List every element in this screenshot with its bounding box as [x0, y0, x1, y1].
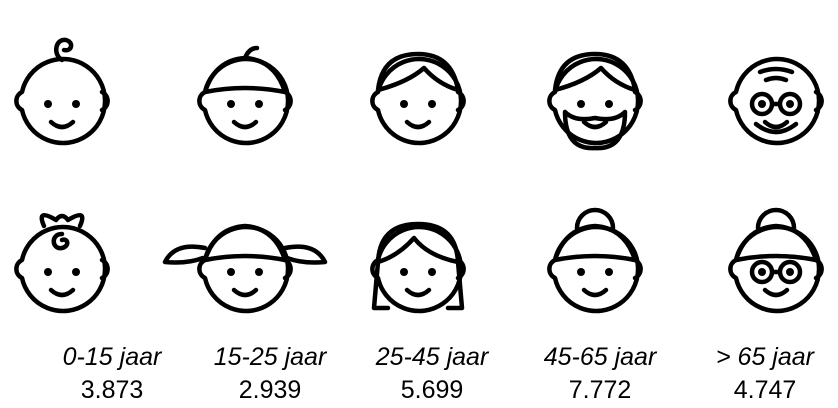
age-label: > 65 jaar	[716, 343, 816, 371]
count: 5.699	[401, 376, 464, 404]
face-icon	[372, 224, 463, 311]
face-icon	[372, 54, 463, 143]
age-label: 0-15 jaar	[63, 343, 163, 371]
count: 3.873	[81, 376, 144, 404]
face-icon	[730, 210, 821, 311]
count: 2.939	[239, 376, 302, 404]
count: 4.747	[734, 376, 797, 404]
face-icon	[199, 48, 290, 143]
faces	[16, 40, 821, 311]
infographic: 0-15 jaar 3.873 15-25 jaar 2.939 25-45 j…	[0, 0, 838, 408]
face-icon	[16, 40, 107, 143]
count: 7.772	[569, 376, 632, 404]
face-icon	[16, 215, 107, 311]
face-icon	[730, 59, 821, 143]
face-icon	[549, 210, 640, 311]
face-icon	[549, 54, 640, 148]
labels: 0-15 jaar 3.873 15-25 jaar 2.939 25-45 j…	[63, 343, 816, 404]
face-icon	[165, 226, 325, 311]
age-label: 25-45 jaar	[375, 343, 490, 371]
age-label: 45-65 jaar	[544, 343, 658, 371]
age-label: 15-25 jaar	[214, 343, 328, 371]
